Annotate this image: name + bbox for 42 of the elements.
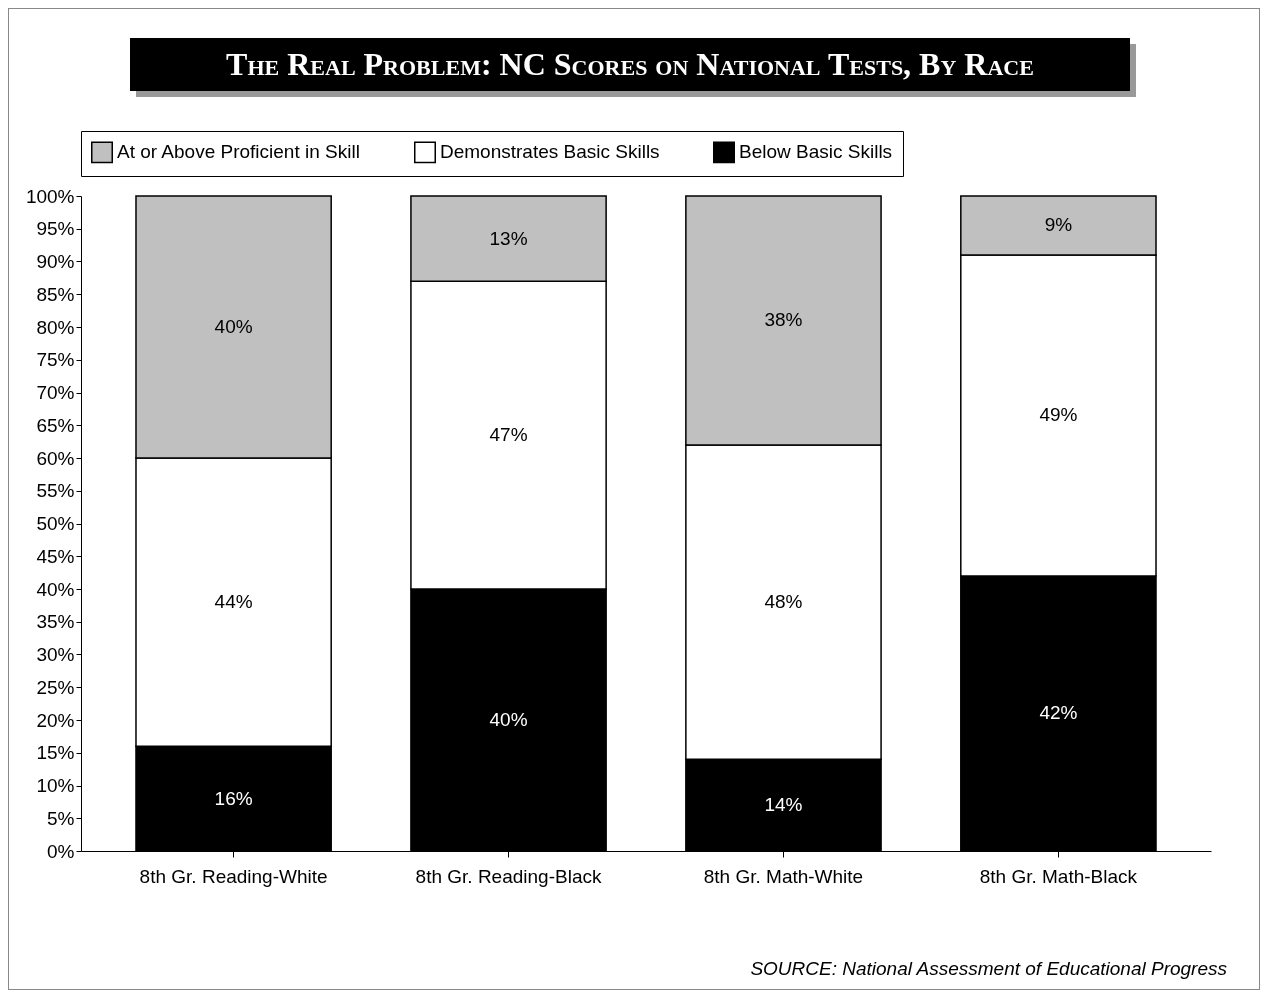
x-tick-label: 8th Gr. Reading-White xyxy=(139,865,328,887)
y-tick-label: 35% xyxy=(36,611,75,633)
data-label: 49% xyxy=(1039,404,1078,426)
data-label: 38% xyxy=(764,309,803,331)
y-tick-label: 80% xyxy=(36,316,75,338)
y-tick-label: 25% xyxy=(36,676,75,698)
y-tick-label: 55% xyxy=(36,480,75,502)
y-tick-label: 75% xyxy=(36,349,75,371)
y-tick-label: 65% xyxy=(36,414,75,436)
y-tick-label: 95% xyxy=(36,218,75,240)
y-tick-label: 90% xyxy=(36,251,75,272)
data-label: 48% xyxy=(764,591,803,613)
data-label: 40% xyxy=(214,316,253,337)
y-tick-label: 20% xyxy=(36,709,75,731)
y-tick-label: 5% xyxy=(47,807,75,829)
y-tick-label: 45% xyxy=(36,545,75,567)
data-label: 14% xyxy=(764,794,803,816)
data-label: 47% xyxy=(489,424,528,446)
y-tick-label: 60% xyxy=(36,447,75,469)
data-label: 44% xyxy=(214,591,253,613)
chart-title: The Real Problem: NC Scores on National Tests, By Race xyxy=(130,38,1130,91)
legend-label: Demonstrates Basic Skills xyxy=(440,141,660,163)
x-tick-label: 8th Gr. Reading-Black xyxy=(415,865,602,887)
data-label: 16% xyxy=(214,787,253,809)
y-tick-label: 85% xyxy=(36,283,75,305)
x-tick-label: 8th Gr. Math-White xyxy=(703,865,864,887)
legend-label: Below Basic Skills xyxy=(739,141,893,163)
data-label: 40% xyxy=(489,709,528,730)
y-tick-label: 0% xyxy=(47,840,75,862)
y-tick-label: 30% xyxy=(36,644,75,665)
data-label: 13% xyxy=(489,227,528,249)
data-label: 9% xyxy=(1044,214,1073,236)
y-tick-label: 70% xyxy=(36,382,75,403)
y-tick-label: 40% xyxy=(36,578,75,600)
source-note: SOURCE: National Assessment of Educational Progress xyxy=(750,958,1227,980)
data-label: 42% xyxy=(1039,702,1078,724)
y-tick-label: 15% xyxy=(36,742,75,764)
y-tick-label: 50% xyxy=(36,513,75,534)
y-tick-label: 10% xyxy=(36,775,75,796)
y-tick-label: 100% xyxy=(25,185,75,207)
legend-label: At or Above Proficient in Skill xyxy=(117,141,360,163)
x-tick-label: 8th Gr. Math-Black xyxy=(979,865,1138,887)
